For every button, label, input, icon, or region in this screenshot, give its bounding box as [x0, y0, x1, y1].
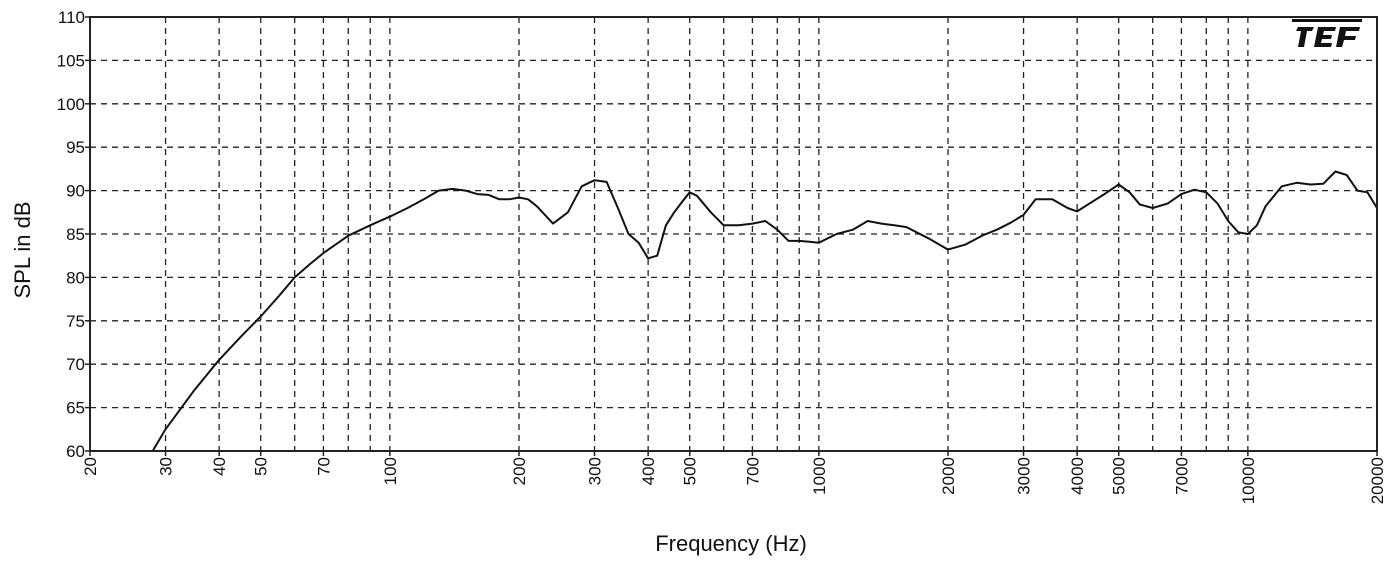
y-tick-label: 90	[66, 182, 85, 201]
y-tick-label: 60	[66, 442, 85, 461]
x-axis-title: Frequency (Hz)	[655, 531, 807, 556]
y-tick-label: 95	[66, 138, 85, 157]
x-tick-label: 100	[381, 457, 400, 485]
x-tick-label: 700	[743, 457, 762, 485]
x-tick-label: 40	[210, 457, 229, 476]
y-tick-label: 65	[66, 399, 85, 418]
y-tick-label: 85	[66, 225, 85, 244]
x-tick-label: 70	[314, 457, 333, 476]
y-tick-label: 70	[66, 355, 85, 374]
x-tick-label: 20	[81, 457, 100, 476]
plot-area	[151, 170, 1378, 452]
x-axis-ticks: 20 30 40 50 70 100 200 300 400 500 700 1000 2000 3000…	[81, 451, 1387, 504]
x-tick-label: 7000	[1172, 457, 1191, 495]
x-tick-label: 3000	[1015, 457, 1034, 495]
y-axis-ticks: 60 65 70 75 80 85 90 95 100 105 110	[57, 8, 90, 461]
spl-response-curve	[151, 170, 1378, 452]
x-tick-label: 1000	[810, 457, 829, 495]
x-tick-label: 4000	[1068, 457, 1087, 495]
y-tick-label: 110	[58, 8, 85, 27]
x-tick-label: 50	[252, 457, 271, 476]
x-tick-label: 10000	[1239, 457, 1258, 504]
tef-logo	[1292, 19, 1362, 47]
grid-lines	[90, 17, 1377, 451]
x-tick-label: 500	[681, 457, 700, 485]
x-tick-label: 400	[639, 457, 658, 485]
x-tick-label: 30	[157, 457, 176, 476]
y-tick-label: 80	[66, 268, 85, 287]
x-tick-label: 5000	[1110, 457, 1129, 495]
y-tick-label: 105	[57, 51, 85, 70]
x-tick-label: 20000	[1368, 457, 1387, 504]
y-tick-label: 75	[66, 312, 85, 331]
y-tick-label: 100	[57, 95, 85, 114]
y-axis-title: SPL in dB	[10, 201, 35, 298]
x-tick-label: 2000	[939, 457, 958, 495]
x-tick-label: 300	[586, 457, 605, 485]
x-tick-label: 200	[510, 457, 529, 485]
